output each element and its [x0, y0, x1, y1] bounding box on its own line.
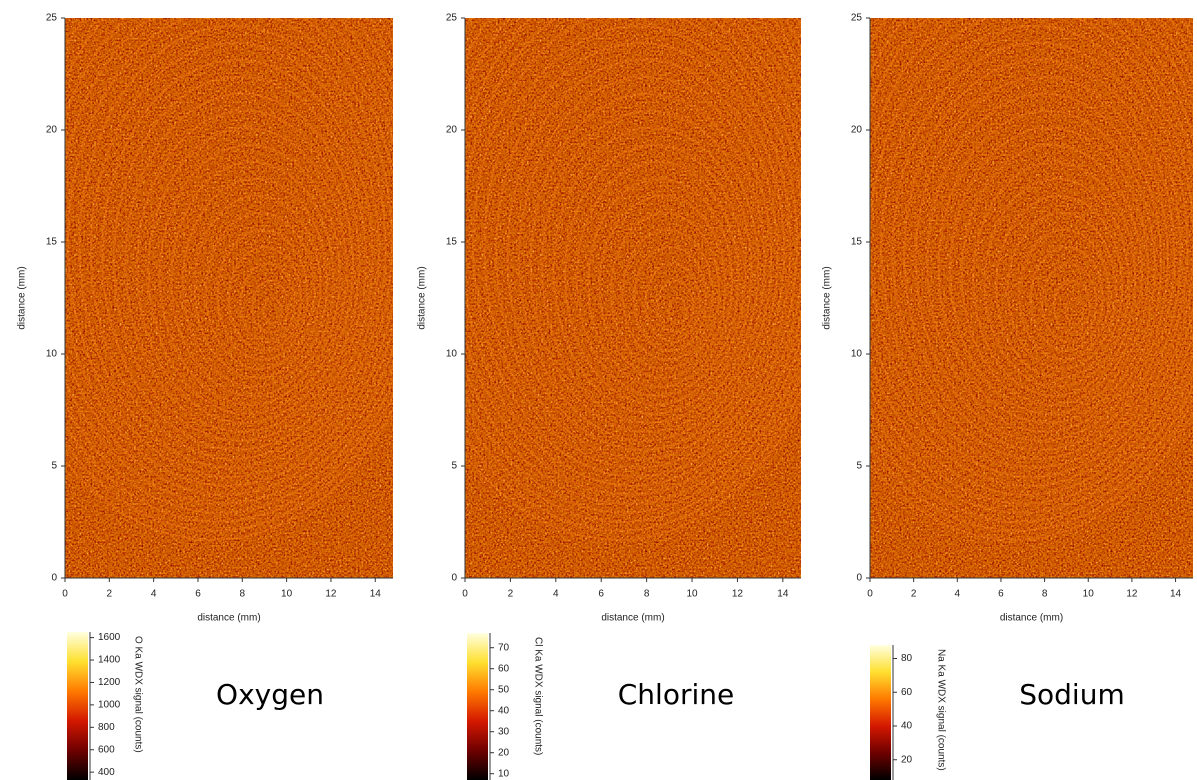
colorbar-label: O Ka WDX signal (counts) — [132, 636, 143, 753]
x-tick-label: 14 — [1170, 589, 1182, 600]
y-tick-label: 20 — [851, 125, 863, 136]
y-axis-label: distance (mm) — [17, 266, 28, 329]
y-tick-label: 5 — [451, 461, 457, 472]
colorbar-tick-label: 800 — [98, 722, 115, 733]
colorbar-tick-label: 60 — [498, 663, 510, 674]
y-tick-label: 25 — [46, 13, 58, 24]
y-tick-label: 20 — [446, 125, 458, 136]
y-tick-label: 25 — [446, 13, 458, 24]
heatmap-image — [0, 0, 437, 578]
y-tick-label: 0 — [856, 573, 862, 584]
colorbar-tick-label: 80 — [901, 653, 913, 664]
x-tick-label: 0 — [462, 589, 468, 600]
colorbar-tick-label: 40 — [498, 705, 510, 716]
colorbar-tick-label: 50 — [498, 684, 510, 695]
x-tick-label: 12 — [325, 589, 337, 600]
x-tick-label: 2 — [508, 589, 514, 600]
x-tick-label: 8 — [240, 589, 246, 600]
y-axis-label: distance (mm) — [822, 266, 833, 329]
x-axis-label: distance (mm) — [1000, 613, 1063, 624]
x-axis-label: distance (mm) — [197, 613, 260, 624]
x-tick-label: 6 — [598, 589, 604, 600]
colorbar-tick-label: 600 — [98, 744, 115, 755]
x-tick-label: 2 — [911, 589, 917, 600]
x-tick-label: 0 — [867, 589, 873, 600]
y-tick-label: 5 — [51, 461, 57, 472]
y-tick-label: 20 — [46, 125, 58, 136]
colorbar-tick-label: 30 — [498, 726, 510, 737]
y-tick-label: 15 — [446, 237, 458, 248]
y-tick-label: 25 — [851, 13, 863, 24]
element-name: Oxygen — [216, 678, 324, 711]
y-tick-label: 0 — [51, 573, 57, 584]
element-name: Sodium — [1019, 678, 1124, 711]
colorbar-tick-label: 20 — [901, 754, 913, 765]
x-tick-label: 4 — [151, 589, 157, 600]
x-axis-label: distance (mm) — [601, 613, 664, 624]
y-tick-label: 10 — [46, 349, 58, 360]
x-tick-label: 4 — [553, 589, 559, 600]
colorbar-tick-label: 70 — [498, 642, 510, 653]
x-tick-label: 14 — [370, 589, 382, 600]
colorbar-tick-label: 1000 — [98, 700, 121, 711]
x-tick-label: 4 — [955, 589, 961, 600]
x-tick-label: 10 — [1083, 589, 1095, 600]
y-tick-label: 0 — [451, 573, 457, 584]
x-tick-label: 10 — [281, 589, 293, 600]
x-tick-label: 14 — [777, 589, 789, 600]
x-tick-label: 6 — [998, 589, 1004, 600]
heatmap-image — [789, 0, 1197, 578]
figure: 051015202502468101214distance (mm)distan… — [0, 0, 1197, 780]
colorbar-label: Cl Ka WDX signal (counts) — [532, 637, 543, 755]
colorbar-label: Na Ka WDX signal (counts) — [935, 649, 946, 771]
element-name: Chlorine — [618, 678, 734, 711]
colorbar-tick-label: 1200 — [98, 677, 121, 688]
y-tick-label: 10 — [446, 349, 458, 360]
y-axis-label: distance (mm) — [417, 266, 428, 329]
y-tick-label: 5 — [856, 461, 862, 472]
colorbar-tick-label: 10 — [498, 768, 510, 779]
x-tick-label: 12 — [732, 589, 744, 600]
colorbar-tick-label: 60 — [901, 687, 913, 698]
y-tick-label: 10 — [851, 349, 863, 360]
x-tick-label: 6 — [195, 589, 201, 600]
y-tick-label: 15 — [46, 237, 58, 248]
colorbar — [870, 645, 891, 780]
colorbar-tick-label: 1400 — [98, 655, 121, 666]
colorbar — [467, 633, 488, 780]
colorbar-tick-label: 1600 — [98, 632, 121, 643]
x-tick-label: 8 — [1042, 589, 1048, 600]
colorbar-tick-label: 20 — [498, 747, 510, 758]
x-tick-label: 0 — [62, 589, 68, 600]
heatmap-image — [393, 0, 843, 578]
x-tick-label: 2 — [107, 589, 113, 600]
colorbar — [67, 632, 88, 780]
x-tick-label: 10 — [686, 589, 698, 600]
colorbar-tick-label: 40 — [901, 721, 913, 732]
x-tick-label: 8 — [644, 589, 650, 600]
x-tick-label: 12 — [1126, 589, 1138, 600]
y-tick-label: 15 — [851, 237, 863, 248]
colorbar-tick-label: 400 — [98, 767, 115, 778]
